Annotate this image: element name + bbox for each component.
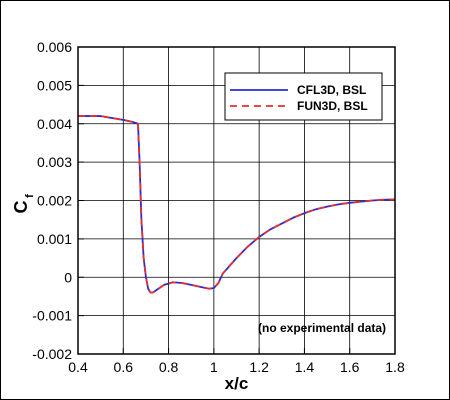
x-tick-label: 0.6	[114, 359, 134, 375]
y-axis-title-group: C f	[11, 194, 36, 214]
y-tick-label: -0.001	[32, 308, 72, 324]
y-tick-label: -0.002	[32, 346, 72, 362]
x-tick-label: 1.4	[295, 359, 315, 375]
x-tick-label: 1	[210, 359, 218, 375]
annotation-no-experimental-data: (no experimental data)	[258, 321, 386, 335]
legend-box	[224, 72, 383, 121]
x-tick-label: 1.6	[340, 359, 360, 375]
y-tick-label: 0.002	[37, 193, 72, 209]
legend: CFL3D, BSL FUN3D, BSL	[224, 72, 383, 121]
y-tick-label: 0.004	[37, 116, 72, 132]
series-line-fun3d	[78, 115, 396, 294]
ticks: 0.4 0.6 0.8 1 1.2 1.4 1.6 1.8 -0.002 -0.001 0 0.001…	[32, 39, 405, 375]
y-tick-label: 0.005	[37, 77, 72, 93]
y-tick-label: 0	[64, 269, 72, 285]
x-tick-label: 1.8	[385, 359, 405, 375]
y-axis-title-subscript: f	[24, 194, 36, 198]
y-tick-label: 0.003	[37, 154, 72, 170]
series-lines	[78, 115, 396, 294]
y-tick-label: 0.001	[37, 231, 72, 247]
y-tick-label: 0.006	[37, 39, 72, 55]
x-tick-label: 1.2	[249, 359, 269, 375]
y-axis-title: C	[11, 201, 31, 214]
legend-label-fun3d: FUN3D, BSL	[297, 99, 368, 113]
x-axis-title: x/c	[225, 374, 249, 393]
x-tick-label: 0.4	[68, 359, 88, 375]
grid	[78, 47, 395, 354]
x-tick-label: 0.8	[159, 359, 179, 375]
legend-label-cfl3d: CFL3D, BSL	[297, 83, 366, 97]
